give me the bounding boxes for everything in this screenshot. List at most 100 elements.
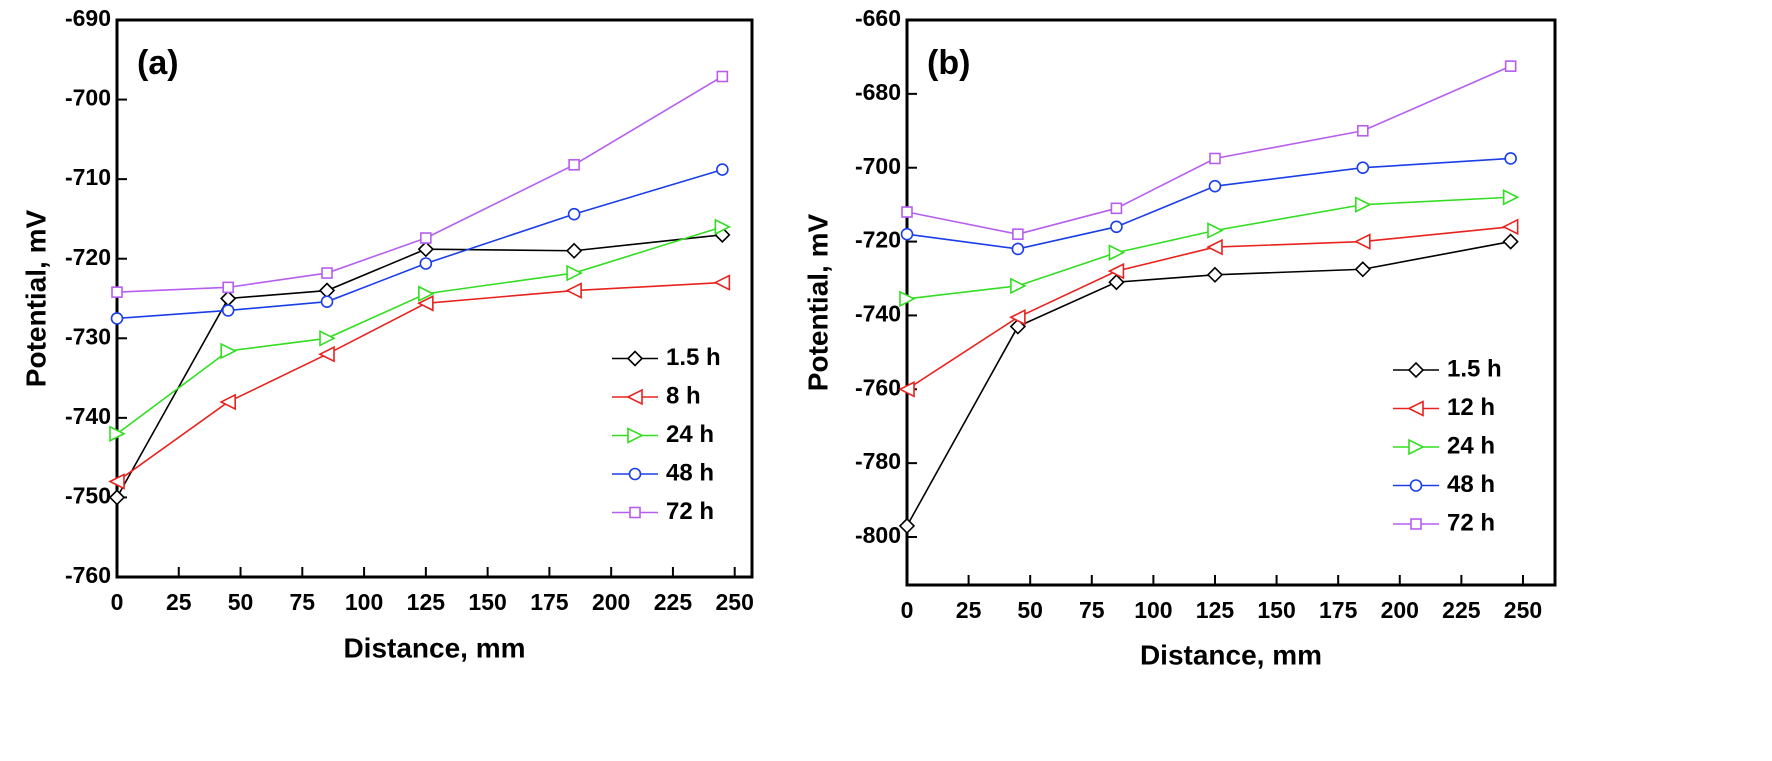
marker [108,489,126,506]
marker [420,232,432,244]
panel-label: (a) [137,44,179,82]
y-tick-label: -760 [855,374,901,400]
series-line [116,168,723,320]
marker [318,345,335,363]
marker [901,206,913,218]
x-tick-label: 175 [530,589,569,615]
marker [713,274,731,291]
marker [714,218,732,236]
marker [221,304,235,317]
y-tick-label: -780 [855,448,901,474]
marker [1011,242,1025,256]
x-tick-label: 200 [1381,597,1419,623]
marker [419,257,433,270]
x-axis-label: Distance, mm [343,632,525,663]
panel-label: (b) [927,44,970,82]
x-tick-label: 50 [228,589,254,615]
y-tick-label: -740 [65,403,111,429]
marker [1355,196,1372,213]
marker [566,264,583,282]
legend-marker [626,388,643,406]
legend-marker [629,506,641,519]
legend-label: 24 h [666,421,714,448]
y-tick-label: -740 [855,301,901,327]
series-line [116,281,723,483]
marker [1010,277,1027,295]
marker [567,207,581,221]
marker [899,290,916,308]
y-tick-label: -690 [65,5,111,31]
y-tick-label: -660 [855,5,901,31]
marker [1504,152,1517,165]
marker [898,380,915,398]
y-tick-label: -750 [65,483,111,509]
x-tick-label: 50 [1017,597,1043,623]
marker [1108,244,1126,261]
series-line [906,157,1511,250]
legend-marker [1409,479,1423,492]
marker [1357,124,1369,137]
plot-frame [115,18,754,579]
legend-marker [1407,361,1425,379]
x-tick-label: 150 [468,589,506,615]
legend-marker [628,467,642,481]
marker [1501,218,1519,236]
marker [1209,152,1221,165]
x-tick-label: 0 [111,589,124,615]
marker [1354,233,1371,250]
marker [222,281,234,294]
legend-marker [1407,400,1424,417]
marker [319,329,336,347]
legend-label: 72 h [666,498,714,525]
marker [1206,266,1224,283]
legend-label: 48 h [666,459,714,486]
marker [110,312,124,325]
y-tick-label: -720 [855,227,901,253]
marker [1110,220,1123,234]
x-tick-label: 75 [290,589,316,615]
y-tick-label: -730 [65,323,111,349]
x-tick-label: 100 [1134,597,1172,623]
series-line [116,234,723,498]
marker [1110,202,1123,215]
y-tick-label: -700 [65,85,111,111]
x-tick-label: 225 [1442,597,1481,623]
x-tick-label: 250 [716,589,754,615]
legend-label: 1.5 h [666,344,721,371]
legend-label: 48 h [1447,471,1495,498]
marker [1504,60,1517,72]
legend-label: 24 h [1447,432,1495,459]
y-tick-label: -700 [855,153,901,179]
marker [900,227,914,241]
marker [898,517,916,535]
marker [109,425,126,443]
legend-label: 12 h [1447,394,1495,421]
marker [565,282,582,299]
legend-label: 8 h [666,382,701,409]
series-line [906,240,1511,527]
x-axis-label: Distance, mm [1140,639,1322,670]
x-tick-label: 25 [166,589,192,615]
legend-marker [626,350,644,367]
legend-label: 1.5 h [1447,355,1502,382]
y-tick-label: -760 [65,562,111,588]
x-tick-label: 225 [654,589,693,615]
series-line [906,226,1511,390]
marker [418,285,435,303]
marker [417,294,434,312]
marker [1009,308,1026,326]
series-line [906,65,1511,236]
x-tick-label: 25 [956,597,982,623]
marker [1012,228,1024,240]
x-tick-label: 100 [345,589,383,615]
marker [321,267,333,279]
x-tick-label: 200 [592,589,630,615]
marker [716,163,729,176]
x-tick-label: 175 [1319,597,1358,623]
marker [1354,261,1371,278]
y-tick-label: -680 [855,79,901,105]
marker [108,473,125,490]
series-line [116,226,723,435]
legend-marker [627,427,644,444]
marker [1502,233,1519,250]
